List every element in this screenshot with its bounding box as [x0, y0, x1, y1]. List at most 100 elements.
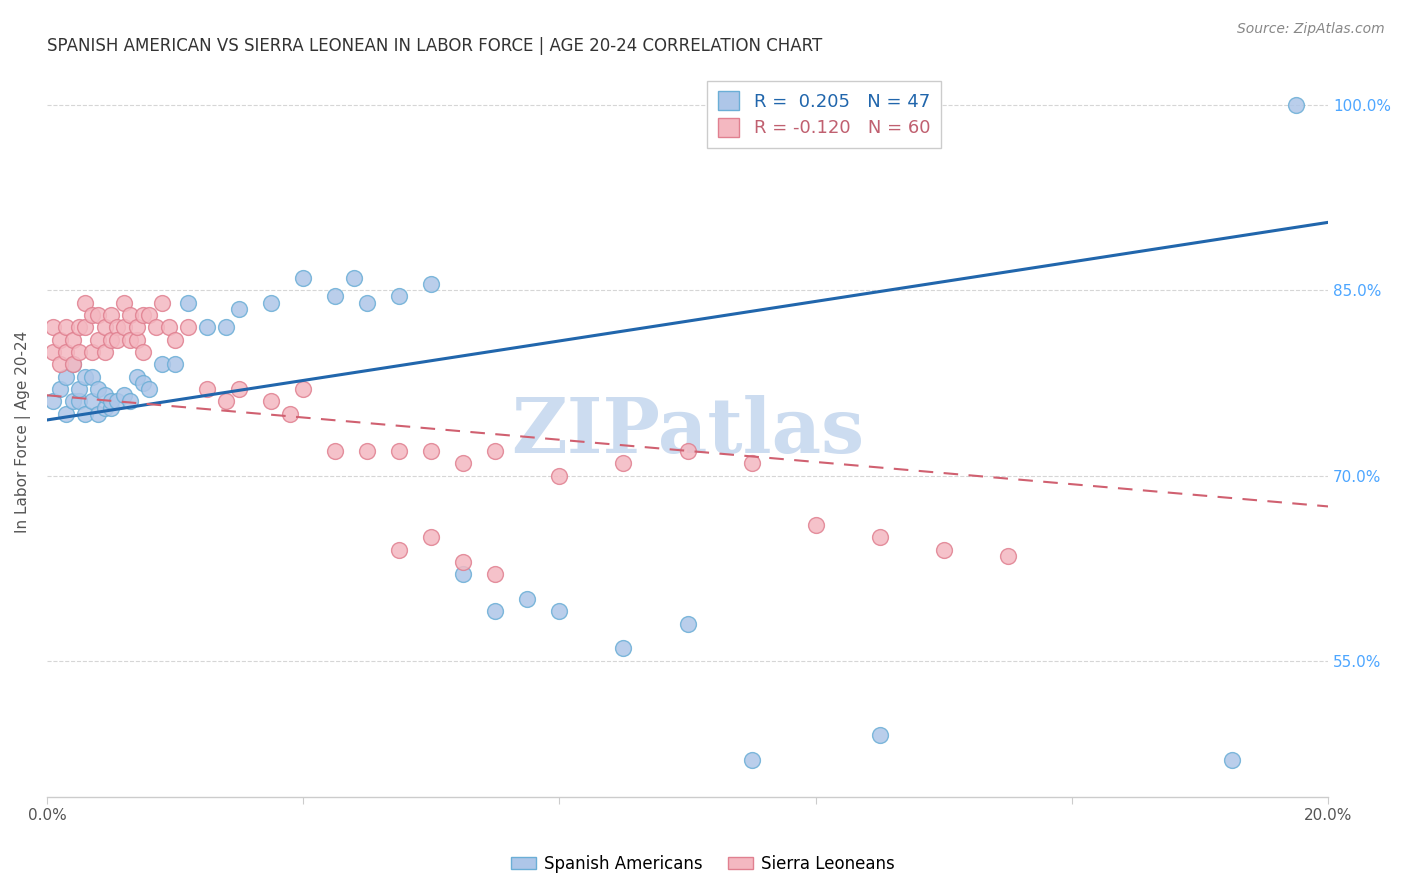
Point [869, 728, 891, 742]
Point [145, 320, 167, 334]
Point [49, 382, 72, 396]
Point [195, 382, 218, 396]
Point [177, 295, 200, 310]
Point [112, 295, 135, 310]
Point [323, 289, 346, 303]
Point [215, 394, 238, 409]
Point [1220, 753, 1243, 767]
Point [548, 604, 571, 618]
Point [62, 358, 84, 372]
Point [125, 333, 148, 347]
Point [62, 333, 84, 347]
Point [100, 308, 122, 322]
Point [420, 530, 443, 544]
Point [107, 320, 129, 334]
Point [388, 443, 411, 458]
Point [150, 358, 173, 372]
Point [120, 394, 142, 409]
Point [228, 382, 250, 396]
Point [165, 333, 187, 347]
Point [292, 382, 315, 396]
Point [75, 369, 97, 384]
Point [228, 301, 250, 316]
Point [453, 456, 475, 470]
Point [67, 394, 90, 409]
Point [420, 443, 443, 458]
Point [93, 345, 115, 359]
Point [323, 443, 346, 458]
Point [869, 530, 891, 544]
Point [343, 271, 366, 285]
Point [165, 358, 187, 372]
Point [87, 407, 110, 421]
Point [87, 308, 110, 322]
Point [93, 320, 115, 334]
Point [612, 456, 634, 470]
Point [804, 518, 827, 533]
Point [80, 308, 103, 322]
Point [260, 295, 283, 310]
Point [87, 382, 110, 396]
Point [93, 388, 115, 402]
Point [67, 382, 90, 396]
Point [150, 295, 173, 310]
Point [484, 443, 506, 458]
Point [87, 333, 110, 347]
Point [107, 394, 129, 409]
Legend: Spanish Americans, Sierra Leoneans: Spanish Americans, Sierra Leoneans [505, 848, 901, 880]
Point [125, 369, 148, 384]
Point [132, 345, 155, 359]
Point [112, 320, 135, 334]
Point [100, 394, 122, 409]
Point [484, 567, 506, 582]
Point [516, 592, 538, 607]
Point [138, 382, 160, 396]
Point [100, 333, 122, 347]
Point [80, 394, 103, 409]
Point [138, 308, 160, 322]
Point [62, 358, 84, 372]
Point [42, 320, 65, 334]
Point [132, 308, 155, 322]
Point [388, 289, 411, 303]
Legend: R =  0.205   N = 47, R = -0.120   N = 60: R = 0.205 N = 47, R = -0.120 N = 60 [707, 80, 941, 148]
Point [388, 542, 411, 557]
Point [292, 271, 315, 285]
Point [1285, 98, 1308, 112]
Point [997, 549, 1019, 563]
Point [356, 295, 378, 310]
Y-axis label: In Labor Force | Age 20-24: In Labor Force | Age 20-24 [15, 331, 31, 533]
Text: SPANISH AMERICAN VS SIERRA LEONEAN IN LABOR FORCE | AGE 20-24 CORRELATION CHART: SPANISH AMERICAN VS SIERRA LEONEAN IN LA… [46, 37, 823, 55]
Point [125, 320, 148, 334]
Point [453, 555, 475, 569]
Text: Source: ZipAtlas.com: Source: ZipAtlas.com [1237, 22, 1385, 37]
Point [177, 320, 200, 334]
Point [548, 468, 571, 483]
Point [55, 407, 77, 421]
Point [80, 369, 103, 384]
Point [75, 320, 97, 334]
Point [49, 358, 72, 372]
Point [280, 407, 302, 421]
Point [120, 333, 142, 347]
Point [453, 567, 475, 582]
Point [112, 388, 135, 402]
Point [215, 320, 238, 334]
Point [55, 369, 77, 384]
Point [107, 333, 129, 347]
Point [93, 401, 115, 415]
Point [67, 320, 90, 334]
Point [42, 345, 65, 359]
Point [157, 320, 180, 334]
Point [42, 394, 65, 409]
Point [932, 542, 955, 557]
Point [75, 407, 97, 421]
Point [676, 616, 699, 631]
Point [67, 345, 90, 359]
Point [260, 394, 283, 409]
Point [195, 320, 218, 334]
Point [741, 753, 763, 767]
Point [132, 376, 155, 390]
Point [356, 443, 378, 458]
Point [676, 443, 699, 458]
